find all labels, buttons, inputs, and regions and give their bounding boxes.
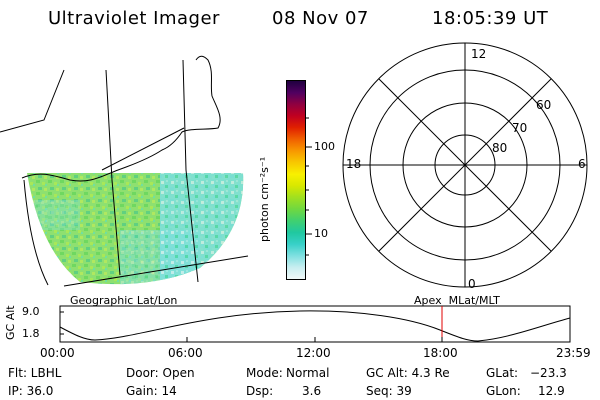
lon-line-1 — [0, 69, 65, 133]
lon-line-4 — [182, 59, 199, 283]
mlt-label-0: 0 — [468, 277, 476, 291]
lon-line-2 — [23, 179, 49, 286]
dsp-value: 3.6 — [302, 384, 322, 398]
mode-value: Normal — [286, 366, 330, 380]
date-label: 08 Nov 07 — [272, 8, 369, 29]
polar-caption: Apex MLat/MLT — [414, 294, 500, 307]
coastline — [21, 55, 221, 182]
timeline-xtick-2359: 23:59 — [556, 346, 591, 360]
ip-status: IP: 36.0 — [8, 384, 54, 398]
mlt-label-18: 18 — [346, 157, 362, 171]
mlat-label-80: 80 — [492, 141, 508, 155]
colorbar-tick-100: 100 — [314, 140, 335, 153]
lat-line-2 — [63, 255, 249, 287]
seq-status: Seq: 39 — [366, 384, 412, 398]
glon-label: GLon: — [486, 384, 521, 398]
timeline-xtick-1800: 18:00 — [423, 346, 458, 360]
mlat-label-70: 70 — [512, 121, 528, 135]
timeline-xtick-0000: 00:00 — [40, 346, 75, 360]
mlt-label-12: 12 — [471, 47, 487, 61]
dsp-label: Dsp: — [246, 384, 274, 398]
gc-alt-status: GC Alt: 4.3 Re — [366, 366, 450, 380]
timeline-ylabel: GC Alt — [4, 305, 17, 340]
altitude-curve — [59, 310, 571, 342]
colorbar — [286, 80, 306, 280]
lon-line-3 — [105, 69, 121, 276]
mlt-label-6: 6 — [578, 157, 586, 171]
timeline-xtick-0600: 06:00 — [168, 346, 203, 360]
mode-label: Mode: — [246, 366, 283, 380]
filter-status: Flt: LBHL — [8, 366, 62, 380]
geographic-caption: Geographic Lat/Lon — [70, 294, 178, 307]
glat-label: GLat: — [486, 366, 519, 380]
glat-value: −23.3 — [530, 366, 567, 380]
colorbar-tick-10: 10 — [314, 227, 328, 240]
time-label: 18:05:39 UT — [432, 8, 549, 29]
instrument-title: Ultraviolet Imager — [48, 8, 220, 29]
timeline-ytick-9: 9.0 — [22, 305, 40, 318]
lat-line-1 — [101, 127, 185, 171]
timeline-ytick-1-8: 1.8 — [22, 327, 40, 340]
gain-status: Gain: 14 — [126, 384, 177, 398]
glon-value: 12.9 — [538, 384, 565, 398]
timeline-xtick-1200: 12:00 — [296, 346, 331, 360]
door-status: Door: Open — [126, 366, 195, 380]
mlat-label-60: 60 — [536, 98, 552, 112]
